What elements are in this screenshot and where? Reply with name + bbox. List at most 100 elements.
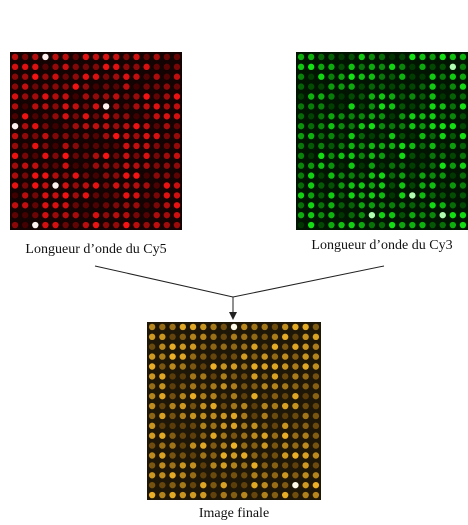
spot — [328, 64, 334, 70]
spot — [389, 93, 395, 99]
spot — [292, 393, 298, 399]
spot — [133, 222, 139, 228]
spot — [42, 74, 48, 80]
spot — [460, 182, 466, 188]
spot — [292, 353, 298, 359]
spot — [328, 172, 334, 178]
spot — [159, 383, 165, 389]
spot — [450, 64, 456, 70]
spot — [159, 363, 165, 369]
spot — [12, 54, 18, 60]
spot — [231, 403, 237, 409]
spot — [42, 192, 48, 198]
spot — [123, 182, 129, 188]
spot — [241, 452, 247, 458]
spot — [123, 123, 129, 129]
spot — [429, 182, 435, 188]
spot — [169, 492, 175, 498]
spot — [308, 113, 314, 119]
spot — [159, 393, 165, 399]
spot — [359, 163, 365, 169]
cy3-label: Longueur d’onde du Cy3 — [311, 238, 452, 253]
spot — [379, 182, 385, 188]
spot — [42, 153, 48, 159]
spot — [149, 423, 155, 429]
spot — [221, 462, 227, 468]
spot — [93, 192, 99, 198]
spot — [12, 212, 18, 218]
spot — [419, 172, 425, 178]
spot — [282, 482, 288, 488]
spot — [251, 353, 257, 359]
spot — [113, 64, 119, 70]
spot — [429, 202, 435, 208]
spot — [83, 212, 89, 218]
spot — [113, 103, 119, 109]
spot — [440, 143, 446, 149]
spot — [52, 103, 58, 109]
spot — [133, 113, 139, 119]
spot — [328, 113, 334, 119]
spot — [241, 334, 247, 340]
spot — [328, 202, 334, 208]
spot — [52, 83, 58, 89]
spot — [292, 423, 298, 429]
spot — [73, 133, 79, 139]
spot — [32, 202, 38, 208]
spot — [149, 353, 155, 359]
spot — [262, 472, 268, 478]
spot — [113, 153, 119, 159]
spot — [369, 182, 375, 188]
spot — [221, 433, 227, 439]
spot — [62, 222, 68, 228]
spot — [292, 373, 298, 379]
spot — [298, 74, 304, 80]
spot — [251, 442, 257, 448]
spot — [440, 103, 446, 109]
spot — [282, 472, 288, 478]
spot — [419, 74, 425, 80]
spot — [241, 383, 247, 389]
spot — [409, 222, 415, 228]
spot — [272, 423, 278, 429]
spot — [359, 64, 365, 70]
spot — [149, 433, 155, 439]
spot — [460, 113, 466, 119]
spot — [313, 393, 319, 399]
spot — [164, 172, 170, 178]
spot — [159, 452, 165, 458]
spot — [419, 163, 425, 169]
spot — [282, 442, 288, 448]
spot — [221, 482, 227, 488]
spot — [190, 373, 196, 379]
spot — [251, 492, 257, 498]
spot — [159, 482, 165, 488]
spot — [103, 103, 109, 109]
spot — [409, 202, 415, 208]
spot — [419, 133, 425, 139]
spot — [348, 133, 354, 139]
spot — [419, 143, 425, 149]
spot — [169, 442, 175, 448]
spot — [389, 182, 395, 188]
spot — [440, 172, 446, 178]
spot — [429, 93, 435, 99]
spot — [272, 482, 278, 488]
spot — [460, 222, 466, 228]
spot — [460, 192, 466, 198]
spot — [272, 472, 278, 478]
spot — [12, 133, 18, 139]
spot — [359, 172, 365, 178]
spot — [440, 133, 446, 139]
spot — [429, 172, 435, 178]
spot — [460, 83, 466, 89]
spot — [83, 182, 89, 188]
spot — [262, 353, 268, 359]
spot — [12, 143, 18, 149]
spot — [272, 393, 278, 399]
spot — [190, 482, 196, 488]
spot — [251, 324, 257, 330]
spot — [262, 492, 268, 498]
spot — [369, 163, 375, 169]
spot — [113, 93, 119, 99]
